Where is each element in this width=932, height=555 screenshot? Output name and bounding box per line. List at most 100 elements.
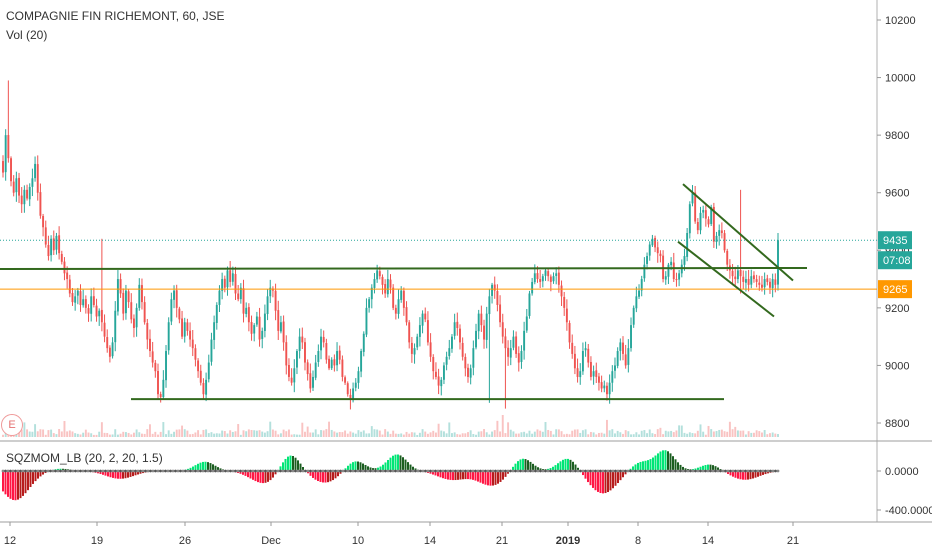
candle-body xyxy=(98,310,101,317)
squeeze-dot xyxy=(436,469,440,473)
squeeze-dot xyxy=(371,469,375,473)
candle-body xyxy=(774,279,777,285)
squeeze-dot xyxy=(414,469,417,473)
candle-body xyxy=(400,290,403,300)
volume-bar xyxy=(731,429,734,437)
volume-bar xyxy=(392,430,395,437)
squeeze-dot xyxy=(319,469,322,473)
momentum-bar xyxy=(517,461,519,471)
candle-body xyxy=(565,308,568,323)
squeeze-dot xyxy=(29,469,32,473)
volume-bar xyxy=(386,431,389,437)
volume-bar xyxy=(710,429,713,437)
volume-bar xyxy=(573,429,576,437)
candle-body xyxy=(349,394,352,400)
squeeze-dot xyxy=(709,469,712,473)
volume-bar xyxy=(704,434,707,437)
momentum-bar xyxy=(297,460,299,471)
momentum-bar xyxy=(402,457,404,471)
volume-bar xyxy=(501,415,504,437)
squeeze-dot xyxy=(404,469,407,473)
momentum-bar xyxy=(572,461,574,471)
volume-bar xyxy=(736,430,739,437)
momentum-bar xyxy=(384,462,387,471)
candle-body xyxy=(12,181,15,193)
squeeze-dot xyxy=(756,469,760,473)
squeeze-dot xyxy=(231,469,235,473)
candle-body xyxy=(223,278,226,288)
momentum-bar xyxy=(647,460,649,471)
volume-bar xyxy=(584,429,587,437)
squeeze-dot xyxy=(636,469,640,473)
squeeze-dot xyxy=(61,469,65,473)
momentum-bar xyxy=(14,471,17,501)
candle-body xyxy=(597,376,600,383)
candle-body xyxy=(448,348,451,357)
candle-body xyxy=(175,290,178,308)
squeeze-dot xyxy=(334,469,337,473)
squeeze-dot xyxy=(31,469,35,473)
momentum-bar xyxy=(107,471,109,477)
momentum-bar xyxy=(494,471,497,485)
volume-bar xyxy=(595,434,598,437)
squeeze-dot xyxy=(269,469,272,473)
volume-bar xyxy=(55,434,58,437)
volume-bar xyxy=(293,434,296,437)
volume-bar xyxy=(557,429,560,437)
candle-body xyxy=(90,296,93,314)
momentum-bar xyxy=(487,471,489,486)
squeeze-dot xyxy=(64,469,67,473)
volume-bar xyxy=(384,429,387,437)
volume-bar xyxy=(135,429,138,437)
volume-bar xyxy=(66,431,69,437)
channel-upper-line xyxy=(682,183,794,282)
candle-body xyxy=(381,276,384,285)
candle-body xyxy=(317,351,320,362)
volume-bar xyxy=(357,430,360,437)
momentum-bar xyxy=(742,471,744,480)
volume-bar xyxy=(539,430,542,437)
volume-bar xyxy=(100,422,103,437)
volume-bar xyxy=(330,429,333,437)
volume-bar xyxy=(656,429,659,437)
squeeze-dot xyxy=(361,469,365,473)
candle-body xyxy=(418,325,421,337)
volume-bar xyxy=(459,434,461,437)
squeeze-dot xyxy=(14,469,17,473)
squeeze-dot xyxy=(19,469,22,473)
momentum-bar xyxy=(119,471,122,479)
squeeze-dot xyxy=(24,469,27,473)
candle-body xyxy=(603,385,606,389)
momentum-bar xyxy=(302,467,304,471)
momentum-bar xyxy=(592,471,594,488)
squeeze-dot xyxy=(394,469,397,473)
squeeze-dot xyxy=(121,469,125,473)
candle-body xyxy=(630,325,632,349)
squeeze-dot xyxy=(456,469,460,473)
volume-bar xyxy=(699,424,702,437)
squeeze-dot xyxy=(246,469,250,473)
squeeze-dot xyxy=(21,469,25,473)
squeeze-dot xyxy=(324,469,327,473)
volume-bar xyxy=(92,434,95,437)
momentum-bar xyxy=(322,471,324,483)
candle-body xyxy=(461,342,464,357)
momentum-bar xyxy=(337,471,339,477)
candle-body xyxy=(154,362,157,372)
momentum-bar xyxy=(37,471,39,479)
candle-body xyxy=(304,342,306,363)
candle-body xyxy=(157,370,159,395)
squeeze-dot xyxy=(686,469,690,473)
volume-bar xyxy=(410,432,413,437)
squeeze-dot xyxy=(366,469,370,473)
volume-bar xyxy=(611,429,614,437)
volume-bar xyxy=(696,430,699,437)
events-badge[interactable]: E xyxy=(1,414,23,436)
volume-bar xyxy=(162,422,165,437)
squeeze-dot xyxy=(569,469,572,473)
volume-bar xyxy=(467,432,469,437)
squeeze-dot xyxy=(59,469,62,473)
momentum-bar xyxy=(392,455,394,471)
candle-body xyxy=(141,285,143,303)
